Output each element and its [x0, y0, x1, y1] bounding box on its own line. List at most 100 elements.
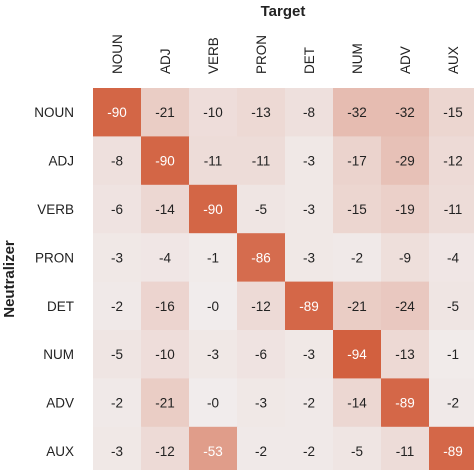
heatmap-cell — [429, 136, 474, 186]
y-tick-label: DET — [47, 299, 74, 314]
cell-value-label: -14 — [155, 202, 175, 217]
heatmap-cell — [141, 330, 190, 379]
cell-value-label: -8 — [303, 105, 315, 120]
heatmap-cell — [285, 184, 334, 234]
cell-value-label: -4 — [159, 250, 171, 265]
cell-value-label: -3 — [255, 396, 267, 411]
heatmap-cell-labels: -90 -21 -10 -13 -8 -32 -32 -15 -8 -90 -11 -11 -3 -17 -… — [107, 105, 463, 459]
heatmap-cell — [93, 281, 142, 331]
heatmap-cell — [189, 136, 238, 186]
heatmap-cell — [285, 88, 334, 137]
cell-value-label: -10 — [203, 105, 223, 120]
heatmap-cell — [285, 426, 334, 470]
heatmap-cell — [93, 378, 142, 428]
cell-value-label: -1 — [447, 347, 459, 362]
cell-value-label: -89 — [395, 396, 415, 411]
cell-value-label: -11 — [204, 154, 223, 169]
heatmap-cell — [333, 88, 382, 137]
heatmap-cell — [285, 378, 334, 428]
heatmap-cell — [333, 330, 382, 379]
heatmap-cell — [237, 426, 286, 470]
heatmap-cell — [141, 184, 190, 234]
cell-value-label: -94 — [347, 347, 367, 362]
cell-value-label: -3 — [111, 444, 123, 459]
y-tick-label: AUX — [46, 444, 74, 459]
cell-value-label: -32 — [347, 105, 367, 120]
heatmap-cell — [429, 88, 474, 137]
cell-value-label: -2 — [111, 299, 123, 314]
cell-value-label: -15 — [347, 202, 367, 217]
cell-value-label: -3 — [303, 347, 315, 362]
cell-value-label: -5 — [255, 202, 267, 217]
y-tick-labels: NOUN ADJ VERB PRON DET NUM ADV AUX — [34, 105, 74, 459]
cell-value-label: -0 — [207, 396, 219, 411]
heatmap-cell — [189, 281, 238, 331]
x-tick-label: ADJ — [158, 48, 173, 74]
cell-value-label: -11 — [444, 202, 463, 217]
heatmap-cell — [333, 281, 382, 331]
y-tick-label: NUM — [43, 347, 74, 362]
heatmap-cell — [237, 88, 286, 137]
heatmap-cell — [381, 184, 430, 234]
cell-value-label: -12 — [443, 154, 463, 169]
y-tick-label: ADV — [46, 396, 74, 411]
cell-value-label: -90 — [107, 105, 127, 120]
heatmap-cell — [189, 184, 238, 234]
heatmap-cell — [189, 88, 238, 137]
heatmap-cell — [237, 378, 286, 428]
cell-value-label: -8 — [111, 154, 123, 169]
heatmap-cell — [93, 330, 142, 379]
heatmap-cell — [285, 233, 334, 282]
heatmap-cell — [381, 330, 430, 379]
heatmap-cell — [237, 136, 286, 186]
heatmap-cell — [429, 281, 474, 331]
heatmap-cell — [285, 281, 334, 331]
chart-title: Target — [261, 3, 306, 20]
cell-value-label: -12 — [155, 444, 175, 459]
heatmap-cell — [237, 184, 286, 234]
heatmap-cell — [93, 184, 142, 234]
x-tick-label: PRON — [254, 35, 269, 74]
x-tick-label: NOUN — [110, 34, 125, 74]
cell-value-label: -21 — [347, 299, 367, 314]
cell-value-label: -1 — [207, 250, 219, 265]
cell-value-label: -4 — [447, 250, 459, 265]
cell-value-label: -2 — [303, 396, 315, 411]
heatmap-cell — [285, 136, 334, 186]
cell-value-label: -13 — [251, 105, 271, 120]
cell-value-label: -12 — [251, 299, 271, 314]
heatmap-cell — [381, 281, 430, 331]
cell-value-label: -21 — [155, 396, 175, 411]
x-tick-labels: NOUN ADJ VERB PRON DET NUM ADV AUX — [110, 34, 461, 74]
heatmap-cell — [93, 88, 142, 137]
cell-value-label: -11 — [252, 154, 271, 169]
y-tick-label: PRON — [35, 250, 74, 265]
heatmap-cell — [429, 378, 474, 428]
cell-value-label: -3 — [111, 250, 123, 265]
heatmap-cell — [141, 281, 190, 331]
y-tick-label: VERB — [37, 202, 74, 217]
cell-value-label: -15 — [443, 105, 463, 120]
cell-value-label: -3 — [303, 154, 315, 169]
heatmap-cell — [141, 378, 190, 428]
heatmap-cell — [93, 426, 142, 470]
heatmap-cell — [189, 426, 238, 470]
cell-value-label: -3 — [207, 347, 219, 362]
cell-value-label: -5 — [447, 299, 459, 314]
heatmap-cell — [141, 233, 190, 282]
cell-value-label: -2 — [351, 250, 363, 265]
heatmap-cell — [381, 426, 430, 470]
cell-value-label: -6 — [111, 202, 123, 217]
heatmap-cell — [333, 426, 382, 470]
heatmap-cell — [189, 330, 238, 379]
cell-value-label: -19 — [395, 202, 415, 217]
heatmap-cell — [93, 136, 142, 186]
cell-value-label: -3 — [303, 202, 315, 217]
heatmap-cell — [429, 233, 474, 282]
cell-value-label: -90 — [203, 202, 223, 217]
heatmap-cell — [381, 378, 430, 428]
heatmap-cell — [333, 136, 382, 186]
heatmap-cell — [141, 88, 190, 137]
cell-value-label: -24 — [395, 299, 415, 314]
cell-value-label: -9 — [399, 250, 411, 265]
